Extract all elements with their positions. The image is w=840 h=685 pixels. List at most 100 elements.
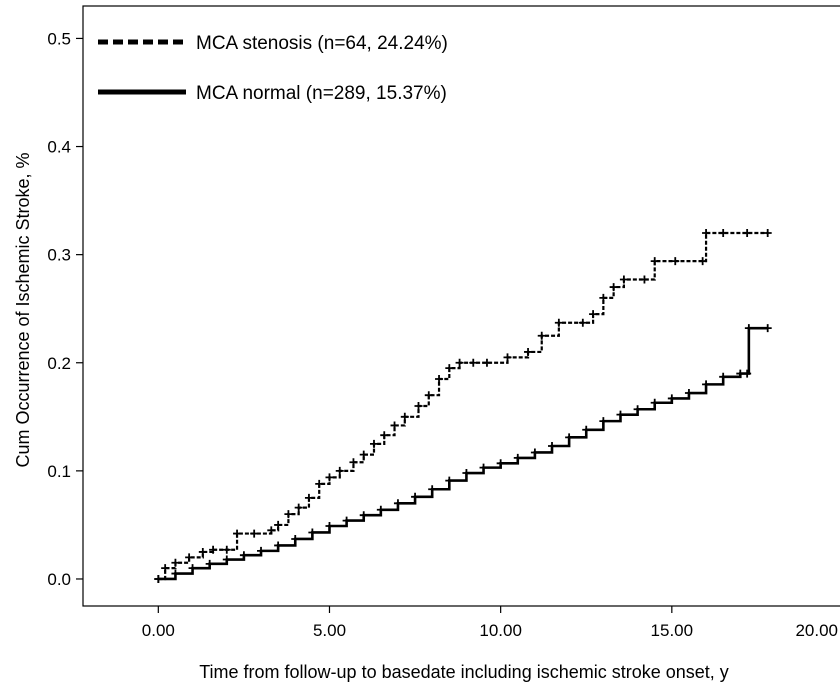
data-point-mca-stenosis [380,431,389,440]
y-tick-label: 0.3 [47,246,71,265]
data-point-mca-stenosis [315,479,324,488]
data-point-mca-stenosis [469,358,478,367]
censor-marks-mca-normal [154,324,772,583]
data-point-mca-normal [154,574,163,583]
data-point-mca-stenosis [524,347,533,356]
data-point-mca-stenosis [349,458,358,467]
y-axis-title: Cum Occurrence of Ischemic Stroke, % [13,152,33,467]
data-point-mca-stenosis [267,526,276,535]
data-point-mca-normal [222,555,231,564]
data-point-mca-stenosis [414,402,423,410]
data-point-mca-stenosis [609,283,618,292]
data-point-mca-normal [342,516,351,525]
data-point-mca-normal [205,559,214,568]
data-point-mca-normal [667,394,676,403]
data-point-mca-normal [359,511,368,520]
x-tick-label: 10.00 [479,621,522,640]
data-point-mca-stenosis [537,331,546,340]
censor-marks-mca-stenosis [154,229,772,583]
data-point-mca-normal [530,448,539,457]
x-axis-title: Time from follow-up to basedate includin… [199,662,729,682]
x-tick-label: 15.00 [651,621,694,640]
legend-label-mca-stenosis: MCA stenosis (n=64, 24.24%) [196,33,448,54]
data-point-mca-normal [445,476,454,485]
data-point-mca-normal [257,546,266,555]
legend: MCA stenosis (n=64, 24.24%) MCA normal (… [98,33,448,104]
data-point-mca-stenosis [435,374,444,383]
data-point-mca-stenosis [698,257,707,266]
data-point-mca-stenosis [294,503,303,512]
data-point-mca-normal [565,433,574,442]
y-axis: 0.0 0.1 0.2 0.3 0.4 0.5 [47,29,83,589]
data-point-mca-normal [513,453,522,462]
data-point-mca-stenosis [578,318,587,327]
data-point-mca-stenosis [359,450,368,459]
x-tick-label: 20.00 [795,621,838,640]
y-tick-label: 0.5 [47,29,71,48]
data-point-mca-normal [376,505,385,514]
data-point-mca-stenosis [503,353,512,362]
data-point-mca-stenosis [209,545,218,554]
x-tick-label: 5.00 [313,621,346,640]
data-point-mca-stenosis [671,257,680,266]
data-point-mca-stenosis [640,275,649,284]
data-point-mca-stenosis [719,229,728,238]
data-point-mca-stenosis [369,439,378,448]
data-point-mca-normal [496,459,505,468]
data-point-mca-normal [411,492,420,501]
data-point-mca-stenosis [161,564,170,573]
data-point-mca-stenosis [222,545,231,554]
data-point-mca-normal [188,564,197,573]
data-point-mca-normal [599,417,608,426]
y-tick-label: 0.4 [47,138,71,157]
data-point-mca-normal [171,569,180,578]
data-point-mca-normal [548,442,557,450]
data-point-mca-stenosis [424,391,433,400]
data-point-mca-stenosis [445,364,454,373]
data-point-mca-normal [393,499,402,508]
legend-label-mca-normal: MCA normal (n=289, 15.37%) [196,83,447,104]
x-axis: 0.00 5.00 10.00 15.00 20.00 [142,606,838,640]
data-point-mca-stenosis [455,358,464,367]
data-point-mca-stenosis [619,275,628,284]
data-point-mca-normal [743,369,752,378]
data-point-mca-stenosis [743,229,752,238]
data-point-mca-normal [684,389,693,398]
data-point-mca-stenosis [400,412,409,421]
data-point-mca-normal [763,324,772,333]
series-line-mca-normal [158,326,768,581]
plot-area-frame [82,5,840,607]
data-point-mca-normal [582,425,591,434]
data-point-mca-normal [719,372,728,381]
data-point-mca-stenosis [233,529,242,538]
data-point-mca-normal [633,405,642,414]
data-point-mca-normal [274,541,283,550]
data-point-mca-normal [462,469,471,478]
data-point-mca-stenosis [171,558,180,567]
y-tick-label: 0.2 [47,354,71,373]
data-point-mca-stenosis [554,318,563,327]
data-point-mca-stenosis [482,358,491,367]
data-point-mca-stenosis [325,473,334,482]
data-point-mca-stenosis [335,466,344,475]
x-tick-label: 0.00 [142,621,175,640]
data-point-mca-normal [325,522,334,530]
series-layer [154,229,772,583]
data-point-mca-stenosis [284,510,293,519]
data-point-mca-stenosis [763,229,772,238]
data-point-mca-stenosis [650,257,659,266]
data-point-mca-stenosis [702,229,711,238]
data-point-mca-normal [616,410,625,419]
data-point-mca-normal [744,324,753,333]
data-point-mca-stenosis [250,529,259,538]
series-line-mca-stenosis [158,231,768,581]
data-point-mca-normal [239,551,248,560]
y-tick-label: 0.0 [47,570,71,589]
data-point-mca-normal [736,369,745,378]
data-point-mca-stenosis [589,310,598,319]
data-point-mca-normal [650,398,659,407]
data-point-mca-normal [291,534,300,543]
data-point-mca-stenosis [198,547,207,556]
y-tick-label: 0.1 [47,462,71,481]
